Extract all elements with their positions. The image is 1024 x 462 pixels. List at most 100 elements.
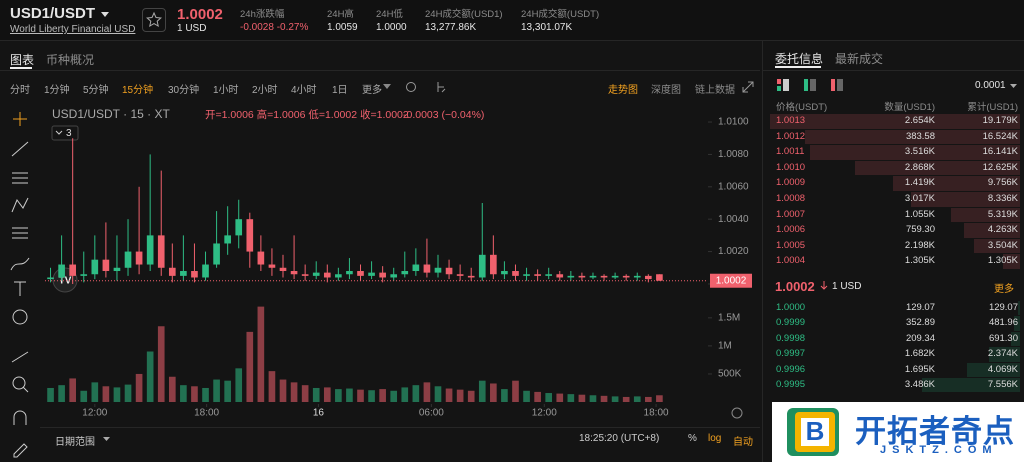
ob-view[interactable] xyxy=(776,78,846,92)
timeframe[interactable]: 2小时 xyxy=(252,85,278,96)
more-link[interactable]: 更多 xyxy=(994,284,1014,295)
timeframe[interactable]: 分时 xyxy=(10,85,30,96)
pair-caret xyxy=(101,12,109,17)
ob-column: 累计(USD1) xyxy=(967,102,1018,113)
date-range[interactable]: 日期范围 xyxy=(55,437,95,448)
volume-bar xyxy=(611,396,619,402)
stat-label: 24H成交额(USDT) xyxy=(521,9,600,20)
depth-bar xyxy=(964,223,1020,238)
ob-cell: 1.0013 xyxy=(776,115,806,126)
volume-bar xyxy=(545,393,553,402)
candle-body xyxy=(268,264,276,268)
candle-body xyxy=(622,275,630,278)
chart-title: USD1/USDT · 15 · XT xyxy=(52,107,170,121)
volume-bar xyxy=(512,380,519,402)
pair-full[interactable]: World Liberty Financial USD xyxy=(10,24,136,35)
candle-body xyxy=(567,275,575,278)
candle-body xyxy=(58,264,65,278)
percent-button[interactable]: % xyxy=(688,433,697,444)
price: 1.0002 xyxy=(177,6,223,23)
timeframe[interactable]: 4小时 xyxy=(291,85,317,96)
candle-body xyxy=(578,275,586,278)
tool-icons[interactable] xyxy=(404,80,454,94)
candle-body xyxy=(224,235,231,244)
volume-bar xyxy=(589,395,597,402)
volume-bar xyxy=(168,376,176,402)
tab[interactable]: 币种概况 xyxy=(46,53,95,67)
tab[interactable]: 图表 xyxy=(10,53,35,67)
volume-bar xyxy=(91,382,99,402)
star xyxy=(146,11,162,27)
ob-cell: 1.0011 xyxy=(776,146,805,158)
ob-cell: 2.654K xyxy=(904,115,935,126)
volume-bar xyxy=(478,380,486,402)
depth-bar xyxy=(1002,254,1020,269)
expand[interactable] xyxy=(741,80,755,94)
volume-bar xyxy=(135,373,143,402)
volume-bar xyxy=(534,391,541,402)
view-tab[interactable]: 链上数据 xyxy=(695,85,735,96)
candle-body xyxy=(368,272,375,276)
ob-cell: 19.179K xyxy=(982,115,1018,126)
ob-cell: 3.017K xyxy=(904,193,935,204)
timeframe[interactable]: 1日 xyxy=(332,85,348,96)
timeframe[interactable]: 15分钟 xyxy=(122,85,154,96)
candle-body xyxy=(157,235,165,268)
volume-bar xyxy=(202,387,209,402)
timeframe[interactable]: 1分钟 xyxy=(44,85,70,96)
volume-bar xyxy=(191,386,198,402)
y-tick-label: 1.0040 xyxy=(718,214,749,225)
ob-tab[interactable]: 最新成交 xyxy=(835,52,884,66)
candle-body xyxy=(202,264,209,278)
ob-cell: 1.695K xyxy=(904,363,935,375)
pair[interactable]: USD1/USDT xyxy=(10,5,96,22)
candle-body xyxy=(191,271,198,278)
depth-bar xyxy=(892,176,1020,191)
candle-body xyxy=(91,259,99,275)
favorite[interactable] xyxy=(142,8,166,32)
y-tick-label: 1.0100 xyxy=(718,117,749,128)
ob-cell: 0.9999 xyxy=(776,317,806,329)
ob-cell: 209.34 xyxy=(905,332,935,344)
candle-body xyxy=(279,267,287,272)
depth-bar xyxy=(1013,316,1020,331)
candle-body xyxy=(168,267,176,276)
ob-cell: 1.682K xyxy=(904,348,935,360)
precision[interactable]: 0.0001 xyxy=(975,80,1006,91)
candle-body xyxy=(534,274,541,276)
timeframe[interactable]: 1小时 xyxy=(213,85,239,96)
ob-cell: 2.198K xyxy=(904,239,935,251)
log-button[interactable]: log xyxy=(708,433,722,444)
volume-bar xyxy=(346,388,353,402)
volume-tick-label: 1.5M xyxy=(718,312,740,323)
ob-cell: 352.89 xyxy=(905,317,935,329)
volume-bar xyxy=(645,396,652,402)
volume-bar xyxy=(523,390,530,402)
footer-line xyxy=(40,427,760,428)
candle-body xyxy=(645,275,652,280)
volume-bar xyxy=(556,393,564,402)
candle-body xyxy=(523,274,530,276)
depth-bar xyxy=(804,129,1020,145)
candle-body xyxy=(490,254,497,275)
ob-tab[interactable]: 委托信息 xyxy=(775,52,824,66)
ob-tab-underline xyxy=(775,66,821,68)
depth-bar xyxy=(950,207,1020,223)
settings[interactable] xyxy=(731,407,743,419)
volume-bar xyxy=(279,379,287,402)
timeframe[interactable]: 5分钟 xyxy=(83,85,109,96)
mid-price: 1.0002 xyxy=(775,279,815,294)
volume-bar xyxy=(180,385,187,402)
auto-button[interactable]: 自动 xyxy=(733,437,753,448)
volume-bar xyxy=(401,387,409,402)
view-tab[interactable]: 走势图 xyxy=(608,85,638,96)
view-tab[interactable]: 深度图 xyxy=(651,85,681,96)
timeframe[interactable]: 更多 xyxy=(362,85,382,96)
ohlc-legend: 开=1.0006 高=1.0006 低=1.0002 收=1.0002 xyxy=(205,108,409,121)
date-caret xyxy=(103,437,110,441)
timeframe[interactable]: 30分钟 xyxy=(168,85,200,96)
depth-bar xyxy=(966,362,1020,377)
indicator-toggle[interactable] xyxy=(51,125,79,141)
candle-body xyxy=(235,219,243,236)
ob-cell: 691.30 xyxy=(988,332,1018,344)
